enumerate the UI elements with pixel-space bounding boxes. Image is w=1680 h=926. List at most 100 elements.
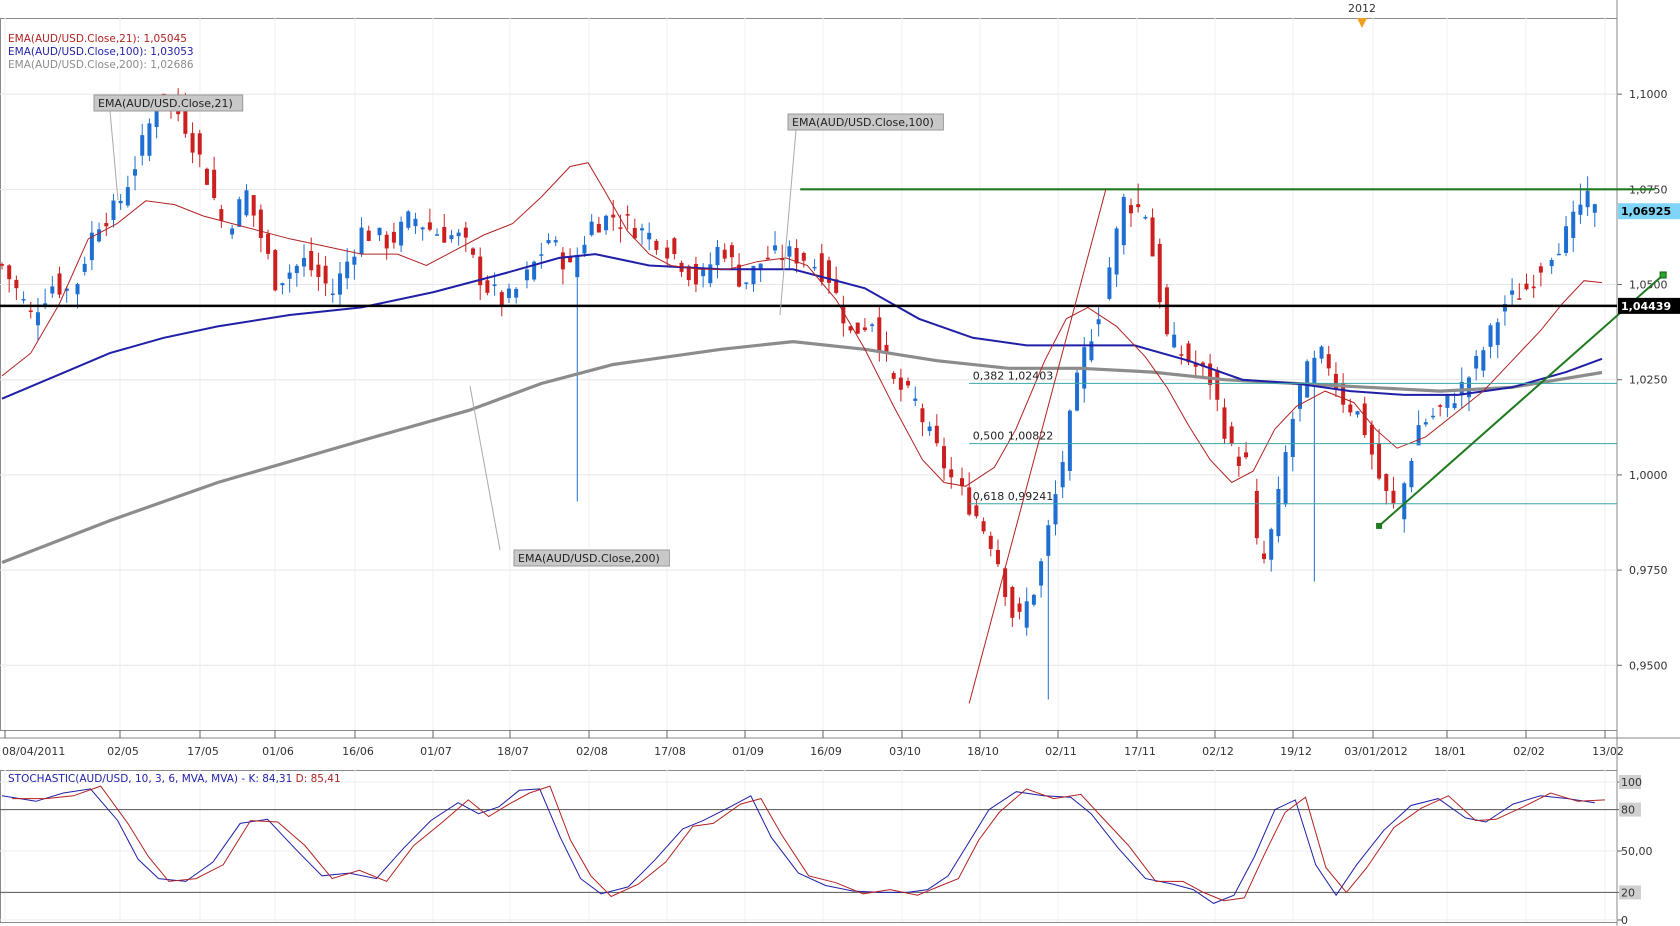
candle-body: [1402, 483, 1407, 520]
candle: [1222, 398, 1227, 444]
series-tag-leader: [779, 129, 797, 316]
candle-body: [1571, 211, 1576, 239]
candle-body: [75, 284, 80, 295]
candle-body: [1452, 403, 1457, 409]
candle: [266, 229, 271, 260]
candle: [1121, 193, 1126, 255]
candle: [1244, 441, 1249, 460]
xtick-label: 13/02: [1592, 745, 1624, 758]
candle-body: [618, 227, 623, 229]
candle-body: [632, 227, 637, 239]
candle: [1024, 587, 1029, 636]
candle-body: [582, 244, 587, 254]
xtick-label: 16/06: [342, 745, 374, 758]
candle-body: [693, 263, 698, 285]
candle: [1305, 359, 1310, 398]
candle-body: [251, 195, 256, 216]
candle: [693, 256, 698, 293]
candle-body: [1474, 355, 1479, 369]
candle-body: [506, 288, 511, 298]
candle-body: [499, 292, 504, 306]
candle-body: [197, 133, 202, 155]
candle: [841, 295, 846, 337]
candle-body: [1466, 377, 1471, 398]
candle-body: [532, 261, 537, 280]
candle: [801, 251, 806, 268]
candle: [366, 225, 371, 242]
stoch-d-value: D: 85,41: [296, 773, 341, 785]
candle-body: [14, 279, 19, 289]
candle: [406, 210, 411, 231]
candle-body: [640, 228, 644, 231]
stoch-k-value: K: 84,31: [248, 773, 295, 785]
series-tag-box: [93, 94, 244, 112]
candle: [1039, 558, 1044, 598]
candle: [758, 263, 763, 283]
candle-body: [1067, 410, 1072, 471]
candle: [773, 231, 778, 254]
fib-label: 0,382 1,02403: [973, 369, 1053, 382]
candle: [1377, 429, 1382, 481]
ytick-label: 1,0000: [1629, 469, 1668, 482]
xtick-label: 03/10: [889, 745, 921, 758]
candle-body: [399, 221, 404, 246]
candle-body: [560, 252, 565, 270]
candle-body: [219, 209, 224, 221]
candle: [927, 421, 932, 436]
candle-body: [1326, 354, 1331, 369]
candle: [118, 194, 123, 210]
xtick-label: 08/04/2011: [2, 745, 65, 758]
candle: [891, 371, 896, 384]
candle-body: [492, 284, 497, 286]
candle: [57, 266, 62, 299]
candle-body: [654, 240, 659, 250]
candle-body: [625, 214, 630, 216]
candle-body: [841, 307, 846, 324]
candle-body: [1193, 362, 1198, 367]
candle: [0, 262, 4, 270]
candle: [553, 236, 558, 247]
candle-body: [1297, 384, 1302, 409]
series-tag-box: [513, 549, 670, 567]
candle-body: [125, 187, 130, 206]
candle-body: [64, 288, 69, 291]
candle-body: [546, 239, 551, 244]
xtick-label: 18/10: [967, 745, 999, 758]
candle-body: [463, 227, 468, 238]
xtick-label: 16/09: [810, 745, 842, 758]
xtick-label: 19/12: [1280, 745, 1312, 758]
candle: [1193, 350, 1198, 379]
candle: [420, 226, 425, 241]
candle-body: [1305, 361, 1310, 398]
candle-body: [377, 227, 382, 236]
candle-body: [1254, 490, 1259, 539]
candle: [1538, 262, 1543, 287]
candle: [1229, 421, 1234, 447]
candle: [1276, 476, 1281, 543]
candle: [604, 214, 609, 235]
ema-legend-entry: EMA(AUD/USD.Close,100): 1,03053: [8, 46, 194, 58]
candle-body: [1024, 601, 1029, 628]
candle-body: [855, 322, 860, 334]
candle-body: [995, 549, 1000, 565]
candle-body: [1369, 424, 1374, 455]
candle-body: [97, 229, 102, 242]
candle: [1262, 540, 1267, 564]
xtick-label: 01/06: [262, 745, 294, 758]
candle-body: [1276, 488, 1281, 537]
candle-body: [715, 246, 720, 266]
candle-body: [1157, 243, 1162, 303]
candle: [920, 403, 925, 437]
candle-body: [50, 286, 55, 294]
candle-body: [949, 469, 954, 478]
candle: [449, 229, 454, 243]
price-tag: 1,06925: [1618, 203, 1680, 220]
candle-body: [1031, 594, 1036, 605]
candle: [399, 216, 404, 252]
candle: [1549, 257, 1554, 274]
candle-body: [1269, 529, 1274, 560]
candle: [1297, 384, 1302, 422]
candle: [352, 249, 357, 280]
candle-body: [1362, 403, 1367, 436]
